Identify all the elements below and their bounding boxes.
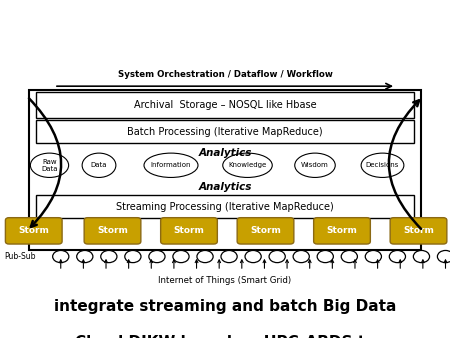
Circle shape [101,250,117,263]
Circle shape [341,250,357,263]
Circle shape [389,250,405,263]
Circle shape [365,250,382,263]
Ellipse shape [295,153,335,177]
Circle shape [125,250,141,263]
Circle shape [269,250,285,263]
Ellipse shape [361,153,404,177]
Circle shape [437,250,450,263]
Text: Storm: Storm [97,226,128,235]
Text: Archival  Storage – NOSQL like Hbase: Archival Storage – NOSQL like Hbase [134,100,316,110]
Text: Decisions: Decisions [366,162,399,168]
Circle shape [317,250,333,263]
Text: System Orchestration / Dataflow / Workflow: System Orchestration / Dataflow / Workfl… [117,70,333,79]
Text: Information: Information [151,162,191,168]
FancyBboxPatch shape [390,218,447,244]
Circle shape [76,250,93,263]
Circle shape [53,250,69,263]
Text: Storm: Storm [403,226,434,235]
Text: Storm: Storm [327,226,357,235]
Circle shape [149,250,165,263]
Text: Wisdom: Wisdom [301,162,329,168]
Text: Analytics: Analytics [198,148,252,159]
Text: Cloud DIKW based on HPC-ABDS to: Cloud DIKW based on HPC-ABDS to [75,335,375,338]
Circle shape [414,250,430,263]
Bar [36,195,414,218]
Ellipse shape [223,153,272,177]
Bar [36,120,414,143]
Text: Raw
Data: Raw Data [41,159,58,172]
Text: Analytics: Analytics [198,182,252,192]
Ellipse shape [144,153,198,177]
Text: integrate streaming and batch Big Data: integrate streaming and batch Big Data [54,299,396,314]
Bar [29,90,421,250]
Text: Batch Processing (Iterative MapReduce): Batch Processing (Iterative MapReduce) [127,127,323,137]
Text: Streaming Processing (Iterative MapReduce): Streaming Processing (Iterative MapReduc… [116,202,334,212]
Text: Storm: Storm [174,226,204,235]
Text: Pub-Sub: Pub-Sub [4,252,36,261]
Circle shape [197,250,213,263]
Bar [36,92,414,118]
FancyBboxPatch shape [161,218,217,244]
Text: Storm: Storm [250,226,281,235]
Ellipse shape [31,153,68,177]
Text: Knowledge: Knowledge [229,162,266,168]
Text: Internet of Things (Smart Grid): Internet of Things (Smart Grid) [158,276,292,285]
Ellipse shape [82,153,116,177]
FancyBboxPatch shape [5,218,62,244]
Circle shape [245,250,261,263]
Circle shape [173,250,189,263]
Text: Data: Data [91,162,107,168]
Text: Storm: Storm [18,226,49,235]
FancyBboxPatch shape [237,218,294,244]
Circle shape [293,250,309,263]
FancyBboxPatch shape [314,218,370,244]
FancyBboxPatch shape [84,218,141,244]
Circle shape [221,250,237,263]
